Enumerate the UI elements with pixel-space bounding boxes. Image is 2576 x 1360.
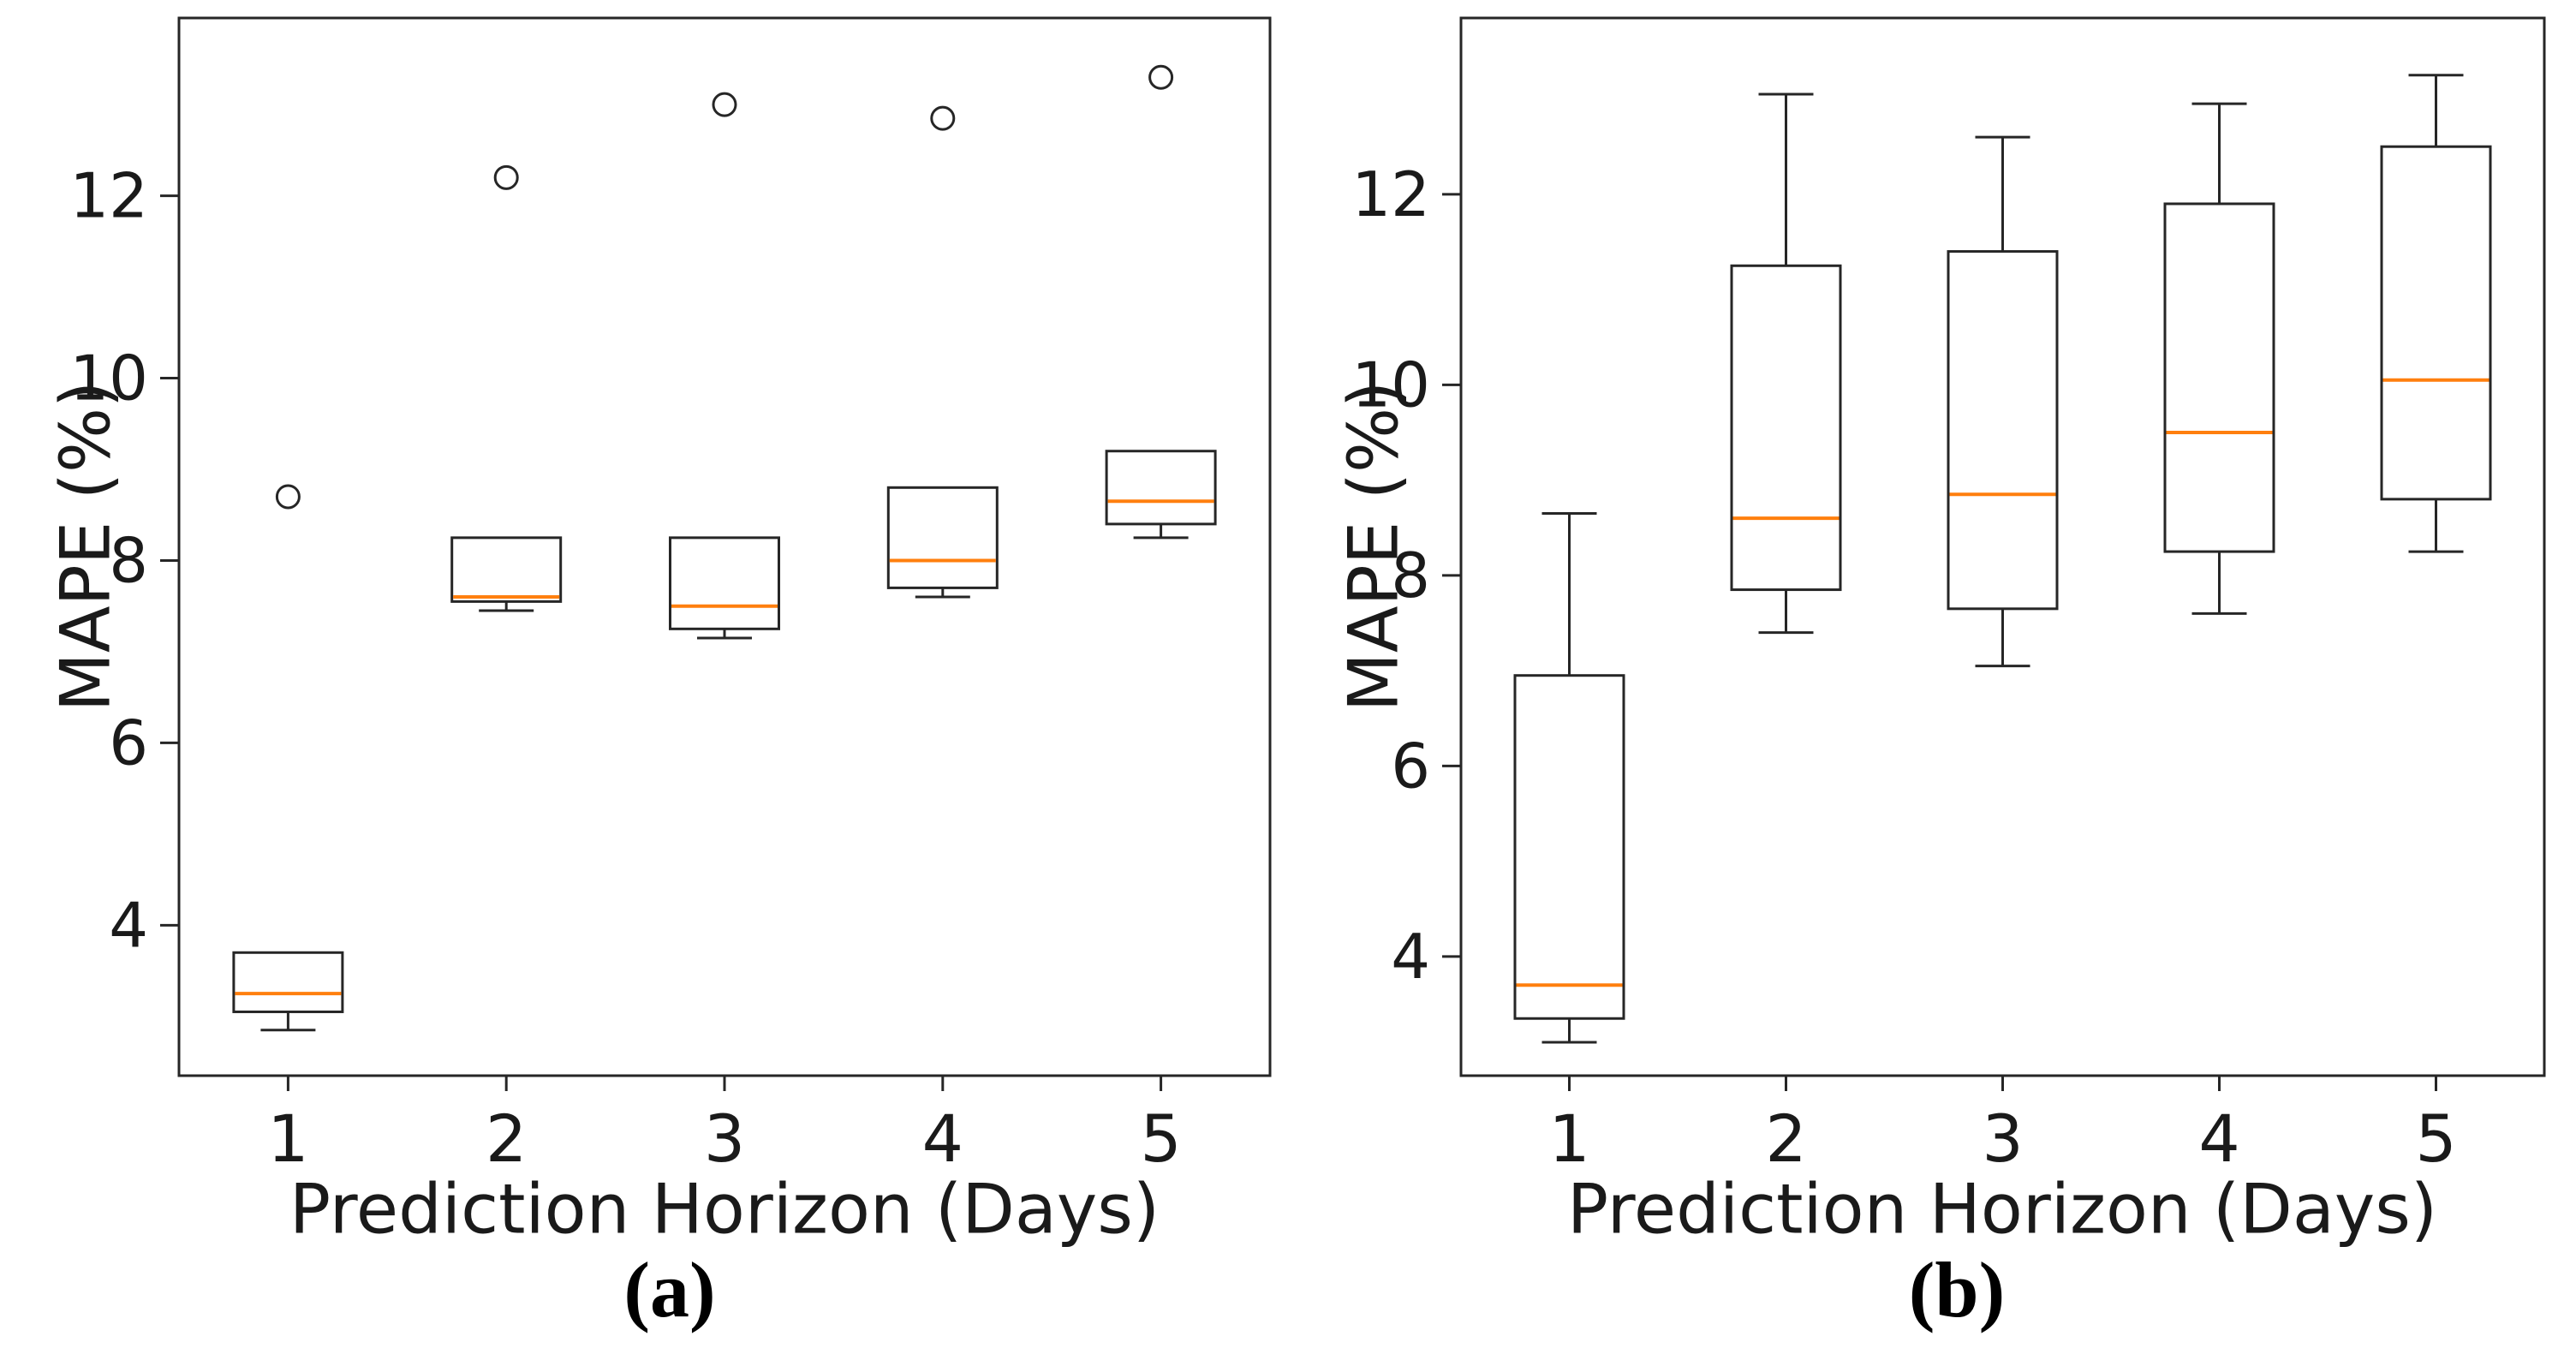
boxplot-day-4-a xyxy=(886,105,999,599)
x-tick-label: 2 xyxy=(486,1101,527,1177)
boxplot-day-4-b xyxy=(2163,102,2275,615)
x-tick-label: 4 xyxy=(922,1101,963,1177)
x-tick-label: 1 xyxy=(267,1101,308,1177)
x-tick-label: 5 xyxy=(1140,1101,1181,1177)
y-tick-label: 10 xyxy=(69,343,148,415)
y-axis-label-b: MAPE (%) xyxy=(1333,380,1414,713)
boxplot-day-2-a xyxy=(450,164,563,612)
boxplot-day-2-b xyxy=(1730,92,1842,635)
outlier-point xyxy=(493,164,519,190)
iqr-box xyxy=(232,951,344,1013)
x-tick-label: 3 xyxy=(704,1101,745,1177)
boxplot-day-1-a xyxy=(232,484,344,1032)
x-axis-label-a: Prediction Horizon (Days) xyxy=(289,1169,1160,1250)
boxplot-day-3-a xyxy=(669,92,780,640)
subfigure-caption-a: (a) xyxy=(623,1246,716,1333)
iqr-box xyxy=(2380,145,2492,501)
iqr-box xyxy=(1513,674,1625,1020)
y-tick-label: 4 xyxy=(1391,921,1430,993)
y-tick-label: 12 xyxy=(69,160,148,232)
x-tick-label: 1 xyxy=(1548,1101,1589,1177)
x-tick-label: 4 xyxy=(2198,1101,2239,1177)
iqr-box xyxy=(1947,250,2059,611)
iqr-box xyxy=(450,536,563,603)
axes-frame-a xyxy=(177,16,1272,1077)
y-tick-label: 6 xyxy=(1391,730,1430,802)
iqr-box xyxy=(669,536,780,630)
boxplot-day-3-b xyxy=(1947,135,2059,668)
y-axis-label-a: MAPE (%) xyxy=(45,380,126,713)
y-tick-label: 10 xyxy=(1351,349,1430,421)
x-tick-label: 2 xyxy=(1765,1101,1806,1177)
boxplot-day-5-b xyxy=(2380,74,2492,553)
x-tick-label: 3 xyxy=(1982,1101,2023,1177)
iqr-box xyxy=(886,486,999,589)
y-tick-label: 6 xyxy=(109,707,148,778)
iqr-box xyxy=(2163,202,2275,553)
outlier-point xyxy=(1148,64,1174,90)
boxplot-day-1-b xyxy=(1513,512,1625,1044)
y-tick-label: 12 xyxy=(1351,158,1430,230)
iqr-box xyxy=(1730,264,1842,592)
iqr-box xyxy=(1105,450,1217,526)
y-tick-label: 8 xyxy=(109,524,148,596)
y-tick-label: 8 xyxy=(1391,540,1430,611)
subfigure-caption-b: (b) xyxy=(1908,1246,2006,1333)
x-tick-label: 5 xyxy=(2415,1101,2456,1177)
outlier-point xyxy=(930,105,956,131)
outlier-point xyxy=(712,92,737,117)
x-axis-label-b: Prediction Horizon (Days) xyxy=(1566,1169,2438,1250)
boxplot-day-5-a xyxy=(1105,64,1217,540)
outlier-point xyxy=(275,484,301,510)
y-tick-label: 4 xyxy=(109,889,148,961)
